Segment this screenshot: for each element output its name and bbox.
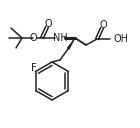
Text: OH: OH (114, 34, 129, 44)
Text: O: O (29, 33, 37, 43)
Text: NH: NH (53, 33, 67, 43)
Text: F: F (32, 63, 37, 73)
Text: O: O (44, 19, 52, 29)
Text: O: O (99, 20, 107, 30)
